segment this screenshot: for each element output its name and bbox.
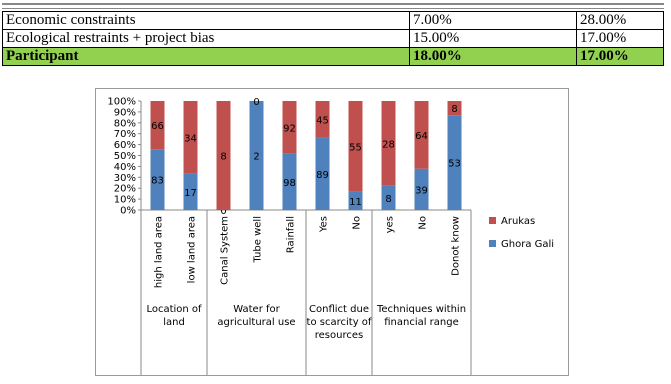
data-label: 83 [151,176,164,187]
data-label: 28 [382,139,395,150]
cell: 28.00% [576,11,664,30]
data-label: 92 [283,123,296,134]
cell: Ecological restraints + project bias [2,29,410,48]
group-label-box: Water for agricultural use [217,304,296,328]
data-label: 8 [220,152,226,163]
x-tick-label: low land area [187,216,198,283]
x-tick-label: No [418,216,429,230]
cell: Economic constraints [2,11,410,30]
cell: Participant [2,47,410,66]
bar-segment [348,191,363,210]
cell: 17.00% [576,47,664,66]
bar-segment [150,149,165,210]
rule [2,8,664,9]
bar-segment [249,101,264,210]
bar-segment [447,115,462,210]
bar-segment [447,101,462,116]
group-label: Conflict due to scarcity of resources [306,304,372,341]
x-tick-label: Yes [319,216,330,233]
bar-segment [315,137,330,210]
x-tick-label: Donot know [451,216,462,276]
chart: 0%10%20%30%40%50%60%70%80%90%100% 83 66 hig… [95,88,569,376]
x-tick-label: Rainfall [286,216,297,253]
data-label: 64 [415,131,428,142]
legend-label: Arukas [501,216,535,227]
cell: 17.00% [576,29,664,48]
x-tick-label: yes [385,216,396,233]
x-tick-label: Tube well [253,216,264,264]
group-label-box: Location of land [146,304,202,328]
bar-segment [183,101,198,174]
group-label: Water for agricultural use [217,304,296,328]
data-label: 55 [349,142,362,153]
y-tick-label: 60% [114,140,136,151]
data-label: 0 [253,97,259,108]
legend-label: Ghora Gali [501,239,554,250]
data-label: 34 [184,133,197,144]
data-label: 11 [349,197,362,208]
y-tick-label: 50% [114,151,136,162]
y-tick-label: 20% [114,184,136,195]
data-label: 53 [448,159,461,170]
y-tick-label: 90% [114,107,136,118]
x-tick-label: high land area [154,216,165,288]
y-tick-label: 70% [114,129,136,140]
bar-segment [315,101,330,138]
bar-segment [381,101,396,186]
bar-segment [282,101,297,154]
bar-segment [381,185,396,210]
cell: 7.00% [409,11,577,30]
bar-segment [150,101,165,150]
y-tick-label: 10% [114,195,136,206]
data-label: 39 [415,185,428,196]
bar-segment [348,101,363,192]
data-label: 98 [283,178,296,189]
cell: 18.00% [409,47,577,66]
y-tick-label: 80% [114,118,136,129]
data-label: 45 [316,115,329,126]
y-tick-label: 30% [114,173,136,184]
y-tick-label: 100% [107,97,136,108]
data-label: 89 [316,170,329,181]
group-label: Location of land [146,304,202,328]
legend-swatch [489,217,496,224]
group-label-box: Techniques within financial range [376,304,467,328]
x-tick-label: No [352,216,363,230]
legend-swatch [489,240,496,247]
bar-segment [216,101,231,210]
y-tick-label: 40% [114,162,136,173]
cell: 15.00% [409,29,577,48]
data-label: 0 [220,206,226,217]
group-label-box: Conflict due to scarcity of resources [306,304,372,341]
group-label: Techniques within financial range [376,304,467,328]
bar-segment [282,153,297,210]
data-label: 8 [451,104,457,115]
bar-segment [414,168,429,210]
y-tick-label: 0% [120,206,136,217]
data-label: 17 [184,188,197,199]
rule [2,3,664,5]
data-label: 8 [385,194,391,205]
x-tick-label: Canal System [220,216,231,285]
bar-segment [183,173,198,210]
bar-segment [414,101,429,169]
data-label: 66 [151,121,164,132]
data-label: 2 [253,152,259,163]
table: Economic constraints 7.00% 28.00% Ecologic… [2,11,664,66]
